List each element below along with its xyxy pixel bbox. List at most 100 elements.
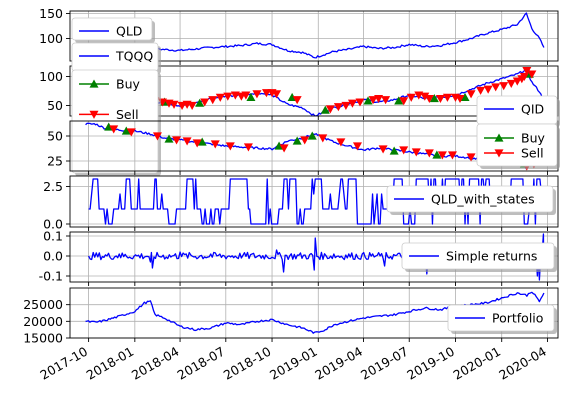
legend: QID: [476, 95, 560, 127]
legend-box: [386, 185, 554, 213]
legend: QLD: [71, 17, 155, 43]
legend-box: [476, 123, 558, 167]
marker-buy: [104, 122, 114, 131]
marker-buy: [432, 150, 442, 159]
marker-sell: [455, 94, 465, 104]
legend-box: [71, 69, 159, 174]
marker-buy: [197, 137, 207, 146]
y-tick-label: 0.0: [43, 217, 63, 232]
marker-sell: [424, 149, 434, 158]
legend-label: QLD_with_states: [431, 192, 535, 207]
marker-sell: [292, 96, 302, 105]
legend-handle-marker: [89, 110, 99, 119]
axes-frame: [69, 10, 559, 62]
marker-sell: [172, 136, 182, 145]
legend: QLD_with_states: [386, 185, 556, 215]
marker-sell: [210, 140, 220, 149]
marker-sell: [483, 85, 493, 94]
x-tick-label: 2018-10: [221, 344, 274, 383]
marker-sell: [522, 67, 532, 76]
marker-sell: [368, 96, 378, 105]
y-tick-label: 20000: [23, 314, 63, 329]
marker-sell: [208, 96, 218, 105]
marker-sell: [399, 97, 409, 106]
legend-label: QID: [521, 102, 544, 117]
x-tick-label: 2019-07: [358, 344, 411, 383]
y-tick-label: 0.1: [43, 229, 63, 244]
y-tick-label: 2.5: [43, 179, 63, 194]
x-tick-label: 2019-10: [404, 344, 457, 383]
marker-sell: [325, 105, 335, 114]
plot-area: [88, 12, 545, 59]
panel-1: 100 150 QLD: [39, 6, 559, 65]
marker-buy: [121, 126, 131, 135]
marker-buy: [394, 96, 404, 105]
marker-sell: [352, 142, 362, 151]
y-tick-label: 100: [39, 31, 63, 46]
marker-buy: [292, 136, 302, 145]
marker-sell: [355, 98, 365, 107]
panel-6: 15000 20000 25000 Portfolio: [23, 287, 559, 346]
marker-buy: [389, 146, 399, 155]
marker-sell: [223, 92, 233, 101]
marker-sell: [499, 82, 509, 91]
legend-label: Buy: [116, 77, 140, 92]
y-tick-label: 150: [39, 6, 63, 21]
marker-sell: [442, 93, 452, 102]
marker-sell: [187, 101, 197, 111]
marker-sell: [374, 94, 384, 104]
marker-sell: [177, 101, 187, 111]
legend-label: Sell: [521, 146, 544, 161]
legend: Buy Sell: [71, 69, 161, 176]
marker-sell: [435, 94, 445, 104]
x-tick-label: 2019-01: [267, 344, 320, 383]
legend-label: Buy: [521, 131, 545, 146]
y-tick-label: 50: [47, 98, 63, 113]
legend-handle-marker: [89, 79, 99, 88]
marker-sell: [476, 86, 486, 95]
legend-handle-marker: [494, 133, 504, 142]
axes-frame: [69, 65, 559, 117]
marker-buy: [246, 92, 256, 101]
x-tick-label: 2018-04: [129, 344, 182, 383]
legend: TQQQ: [71, 42, 161, 74]
x-tick-label: 2020-01: [450, 344, 503, 383]
legend: Portfolio: [447, 304, 557, 334]
marker-buy: [320, 105, 330, 114]
marker-sell: [466, 90, 476, 99]
marker-sell: [491, 83, 501, 92]
marker-sell: [519, 72, 529, 81]
legend-label: Portfolio: [492, 311, 543, 326]
y-tick-label: 25000: [23, 297, 63, 312]
marker-sell: [200, 98, 210, 107]
legend-label: Sell: [116, 107, 139, 122]
marker-sell: [279, 144, 289, 153]
marker-buy: [460, 92, 470, 101]
marker-sell: [411, 148, 421, 157]
marker-sell: [272, 90, 282, 99]
marker-sell: [333, 103, 343, 112]
marker-sell: [300, 136, 310, 145]
marker-sell: [420, 92, 430, 101]
series-line-qid: [85, 122, 545, 170]
y-tick-label: 15000: [23, 331, 63, 346]
marker-sell: [215, 93, 225, 102]
legend-box: [71, 17, 153, 41]
y-tick-label: 50: [47, 129, 63, 144]
marker-sell: [126, 128, 136, 137]
marker-buy: [363, 96, 373, 105]
plot-area: [85, 67, 545, 116]
axes-frame: [69, 231, 559, 283]
marker-sell: [152, 132, 162, 141]
marker-sell: [225, 142, 235, 151]
marker-sell: [381, 96, 391, 105]
y-tick-label: 100: [39, 69, 63, 84]
x-tick-label: 2017-10: [37, 344, 90, 383]
marker-buy: [429, 94, 439, 103]
y-tick-label: 0.0: [43, 249, 63, 264]
marker-sell: [378, 145, 388, 154]
